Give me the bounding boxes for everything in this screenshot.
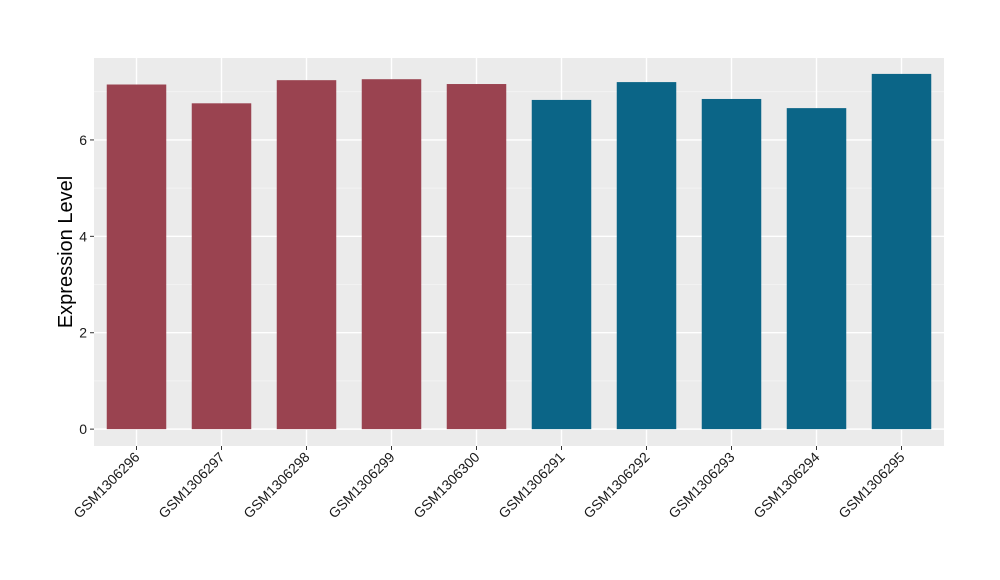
bar-GSM1306296	[106, 84, 167, 430]
x-tick-label: GSM1306292	[580, 449, 653, 522]
bar-GSM1306294	[786, 108, 847, 430]
x-tick-label: GSM1306300	[410, 449, 483, 522]
bar-GSM1306293	[701, 98, 762, 430]
x-tick-label: GSM1306294	[750, 449, 823, 522]
bar-GSM1306298	[276, 80, 337, 430]
y-axis-title: Expression Level	[55, 176, 77, 328]
x-tick-label: GSM1306298	[240, 449, 313, 522]
y-tick-label: 6	[79, 132, 87, 148]
y-tick-label: 4	[79, 228, 87, 244]
bar-GSM1306297	[191, 103, 252, 430]
bar-GSM1306299	[361, 79, 422, 430]
bars	[106, 73, 932, 430]
x-axis: GSM1306296 GSM1306297 GSM1306298 GSM1306299…	[70, 446, 908, 521]
bar-GSM1306300	[446, 84, 507, 430]
x-tick-label: GSM1306299	[325, 449, 398, 522]
x-tick-label: GSM1306297	[155, 449, 228, 522]
bar-GSM1306291	[531, 99, 592, 430]
y-tick-label: 2	[79, 325, 87, 341]
y-axis: 0 2 4 6	[79, 132, 94, 437]
bar-GSM1306292	[616, 82, 677, 430]
x-tick-label: GSM1306291	[495, 449, 568, 522]
x-tick-label: GSM1306295	[835, 449, 908, 522]
x-tick-label: GSM1306293	[665, 449, 738, 522]
x-tick-label: GSM1306296	[70, 449, 143, 522]
y-tick-label: 0	[79, 421, 87, 437]
bar-GSM1306295	[871, 73, 932, 430]
